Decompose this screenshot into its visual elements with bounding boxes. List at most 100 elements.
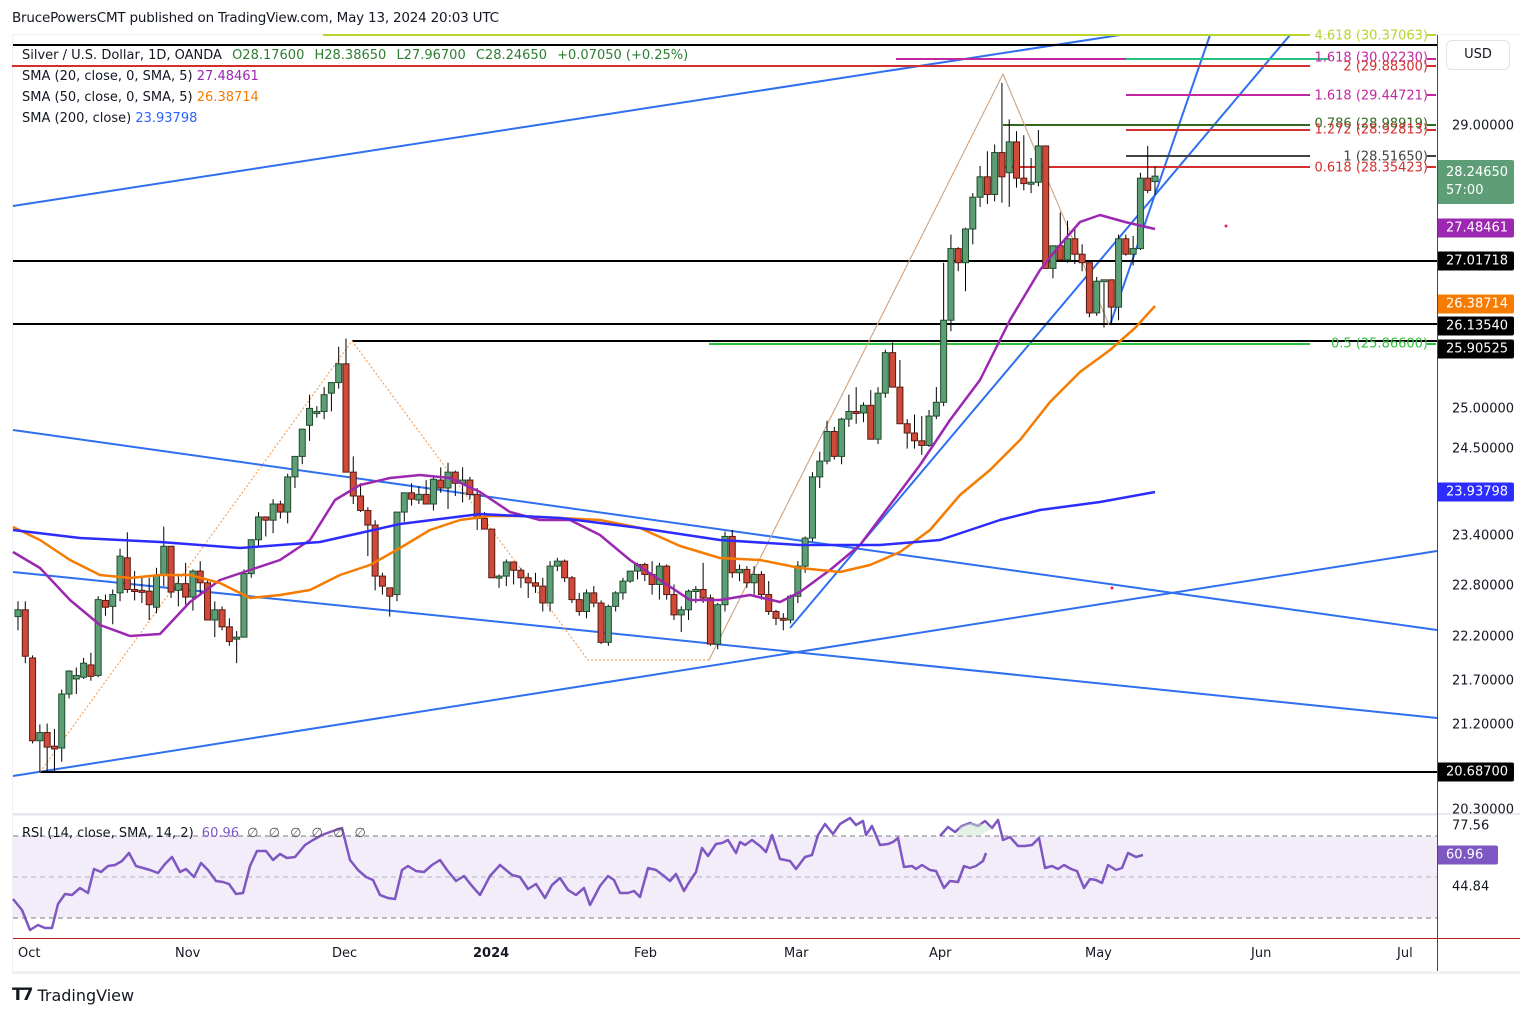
- candle-up[interactable]: [247, 539, 255, 575]
- candle-down[interactable]: [918, 440, 926, 446]
- candle-up[interactable]: [327, 382, 335, 394]
- candle-down[interactable]: [889, 352, 897, 388]
- candle-up[interactable]: [502, 561, 510, 577]
- candle-down[interactable]: [590, 592, 598, 604]
- candle-up[interactable]: [233, 636, 241, 640]
- candle-up[interactable]: [400, 492, 408, 513]
- candle-up[interactable]: [80, 662, 88, 678]
- candle-down[interactable]: [706, 597, 714, 645]
- candle-down[interactable]: [349, 471, 357, 497]
- candle-up[interactable]: [932, 401, 940, 417]
- candle-down[interactable]: [422, 493, 430, 505]
- candle-down[interactable]: [867, 404, 875, 440]
- candle-down[interactable]: [1013, 141, 1021, 179]
- candle-down[interactable]: [663, 565, 671, 596]
- candle-up[interactable]: [415, 493, 423, 501]
- candle-up[interactable]: [546, 565, 554, 604]
- sma200-row[interactable]: SMA (200, close) 23.93798: [22, 108, 694, 129]
- time-axis[interactable]: [13, 939, 1437, 971]
- candle-up[interactable]: [1034, 145, 1042, 183]
- candle-down[interactable]: [225, 626, 233, 642]
- candle-down[interactable]: [1078, 253, 1086, 264]
- candle-down[interactable]: [138, 589, 146, 593]
- rsi-legend[interactable]: RSI (14, close, SMA, 14, 2) 60.96 ∅ ∅ ∅ …: [22, 826, 369, 841]
- candle-down[interactable]: [1020, 177, 1028, 185]
- candle-down[interactable]: [757, 573, 765, 596]
- candle-up[interactable]: [736, 568, 744, 574]
- candle-down[interactable]: [779, 617, 787, 621]
- candle-up[interactable]: [838, 418, 846, 457]
- symbol-row[interactable]: Silver / U.S. Dollar, 1D, OANDA O28.1760…: [22, 45, 694, 66]
- candle-up[interactable]: [721, 535, 729, 606]
- candle-up[interactable]: [174, 583, 182, 591]
- candle-down[interactable]: [1085, 262, 1093, 314]
- tradingview-logo[interactable]: T7 TradingView: [12, 985, 134, 1005]
- candle-up[interactable]: [940, 319, 948, 403]
- candle-up[interactable]: [859, 404, 867, 414]
- candle-down[interactable]: [561, 560, 569, 579]
- candle-down[interactable]: [218, 609, 226, 628]
- candle-down[interactable]: [371, 524, 379, 577]
- candle-up[interactable]: [14, 609, 22, 618]
- candle-down[interactable]: [954, 248, 962, 264]
- candle-up[interactable]: [787, 595, 795, 621]
- candle-up[interactable]: [58, 693, 66, 749]
- candle-up[interactable]: [495, 575, 503, 579]
- candle-down[interactable]: [524, 577, 532, 584]
- candle-up[interactable]: [1093, 280, 1101, 314]
- candle-down[interactable]: [276, 503, 284, 513]
- candle-up[interactable]: [36, 732, 44, 742]
- candle-up[interactable]: [211, 609, 219, 621]
- candle-up[interactable]: [626, 570, 634, 582]
- candle-up[interactable]: [1136, 177, 1144, 250]
- candle-up[interactable]: [1005, 141, 1013, 174]
- candle-down[interactable]: [510, 561, 518, 571]
- candle-down[interactable]: [597, 602, 605, 643]
- candle-up[interactable]: [429, 478, 437, 505]
- candle-up[interactable]: [881, 352, 889, 394]
- candle-down[interactable]: [204, 582, 211, 621]
- candle-down[interactable]: [1144, 177, 1152, 191]
- candle-down[interactable]: [357, 495, 365, 511]
- sma50-row[interactable]: SMA (50, close, 0, SMA, 5) 26.38714: [22, 87, 694, 108]
- candle-down[interactable]: [131, 589, 139, 593]
- candle-up[interactable]: [298, 428, 306, 457]
- candle-down[interactable]: [910, 432, 918, 442]
- candle-up[interactable]: [284, 476, 292, 513]
- candle-up[interactable]: [604, 605, 612, 643]
- candle-down[interactable]: [743, 568, 751, 584]
- candle-up[interactable]: [240, 573, 248, 638]
- candle-up[interactable]: [1151, 175, 1159, 183]
- candle-up[interactable]: [714, 604, 722, 645]
- candle-up[interactable]: [969, 196, 977, 230]
- candle-up[interactable]: [976, 176, 984, 198]
- candle-up[interactable]: [269, 503, 277, 521]
- candle-up[interactable]: [808, 476, 816, 539]
- candle-up[interactable]: [1100, 279, 1108, 283]
- candle-up[interactable]: [991, 152, 999, 195]
- candle-up[interactable]: [313, 410, 321, 414]
- candle-down[interactable]: [903, 423, 911, 434]
- candle-up[interactable]: [583, 592, 590, 612]
- candle-up[interactable]: [444, 471, 452, 489]
- candle-down[interactable]: [1042, 145, 1050, 269]
- candle-up[interactable]: [1129, 248, 1137, 255]
- candle-up[interactable]: [152, 574, 160, 608]
- candle-up[interactable]: [750, 573, 758, 584]
- candle-down[interactable]: [408, 492, 416, 500]
- candle-up[interactable]: [874, 392, 882, 440]
- candle-up[interactable]: [794, 565, 802, 597]
- sma20-row[interactable]: SMA (20, close, 0, SMA, 5) 27.48461: [22, 66, 694, 87]
- candle-down[interactable]: [488, 528, 496, 579]
- candle-up[interactable]: [677, 609, 685, 616]
- candle-down[interactable]: [830, 430, 838, 457]
- candle-up[interactable]: [925, 415, 933, 446]
- candle-down[interactable]: [531, 582, 539, 587]
- candle-down[interactable]: [1071, 238, 1079, 255]
- candle-up[interactable]: [962, 228, 969, 264]
- candle-up[interactable]: [692, 589, 700, 593]
- candle-up[interactable]: [553, 560, 561, 567]
- candle-down[interactable]: [378, 575, 386, 587]
- candle-up[interactable]: [94, 599, 102, 676]
- candle-up[interactable]: [255, 516, 263, 541]
